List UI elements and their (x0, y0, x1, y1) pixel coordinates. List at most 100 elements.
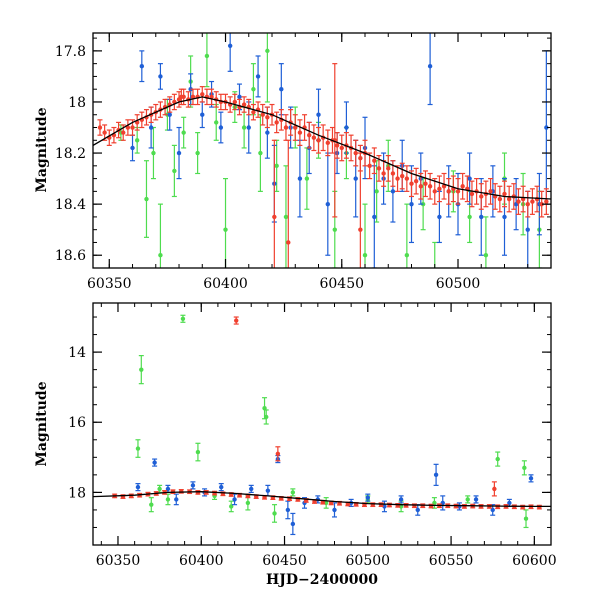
green-data-point (135, 439, 141, 458)
red-data-point (125, 119, 131, 136)
x-tick-label: 60450 (319, 276, 364, 292)
red-data-point (236, 98, 242, 116)
green-data-point (465, 495, 471, 504)
red-data-point (199, 86, 205, 103)
red-data-point (409, 170, 415, 198)
top-y-axis-title: Magnitude (34, 107, 50, 192)
red-data-point (233, 316, 239, 325)
red-data-point (334, 132, 340, 159)
bottom-panel-axes: 60350 60400 60450 60500 60550 60600 14 16 18 (68, 302, 557, 569)
green-data-point (290, 488, 296, 497)
green-data-point (195, 442, 201, 462)
top-panel: 60350 60400 60450 60500 17.8 18 18.2 18.4 18.6 (55, 32, 552, 292)
x-tick-label: 60400 (203, 276, 248, 292)
red-data-point (455, 177, 461, 205)
red-data-point (395, 503, 401, 508)
x-tick-label: 60350 (96, 553, 141, 569)
green-data-point (148, 497, 154, 513)
blue-data-point (130, 134, 136, 162)
blue-data-point (290, 512, 296, 536)
red-data-point (506, 185, 512, 213)
blue-data-point (152, 458, 158, 467)
red-data-point (525, 190, 531, 218)
y-tick-label: 18.6 (55, 248, 86, 264)
blue-data-point (473, 495, 479, 504)
top-panel-axes: 60350 60400 60450 60500 17.8 18 18.2 18.4 18.6 (55, 32, 552, 292)
blue-data-point (135, 483, 141, 492)
plot-frame (92, 32, 552, 269)
green-data-point (204, 33, 210, 88)
blue-data-point (218, 111, 224, 144)
red-data-point (167, 96, 173, 113)
green-data-point (283, 165, 289, 268)
red-data-point (436, 175, 442, 203)
red-data-point (367, 152, 373, 180)
red-data-point (195, 88, 201, 106)
red-data-point (325, 129, 331, 157)
green-data-point (150, 126, 156, 180)
bottom-panel-marks (93, 314, 551, 536)
green-data-point (523, 509, 529, 529)
blue-data-point (381, 500, 387, 513)
blue-data-point (433, 463, 439, 486)
red-data-point (460, 172, 466, 200)
y-tick-label: 14 (68, 345, 86, 361)
red-data-point (306, 121, 312, 149)
x-tick-label: 60500 (346, 553, 391, 569)
green-data-point (264, 33, 270, 103)
red-data-point (543, 188, 549, 215)
red-data-point (520, 504, 526, 510)
red-data-point (285, 139, 291, 268)
green-data-point (195, 132, 201, 175)
red-data-point (536, 504, 542, 510)
blue-data-point (398, 495, 404, 504)
red-data-point (385, 155, 391, 182)
red-data-point (413, 167, 419, 195)
plot-frame (92, 302, 552, 546)
red-data-point (297, 119, 303, 146)
red-data-point (441, 172, 447, 200)
blue-data-point (227, 33, 233, 72)
blue-data-point (278, 63, 284, 116)
red-data-point (491, 481, 497, 497)
blue-data-point (285, 500, 291, 520)
blue-data-point (440, 495, 446, 511)
blue-data-point (427, 33, 433, 106)
red-data-point (404, 165, 410, 192)
green-data-point (228, 500, 234, 513)
red-data-point (241, 96, 247, 113)
blue-data-point (199, 101, 205, 129)
red-data-point (111, 126, 117, 144)
y-tick-label: 18.2 (55, 146, 86, 162)
green-data-point (323, 497, 329, 509)
red-data-point (339, 134, 345, 162)
red-data-point (422, 170, 428, 198)
red-data-point (209, 88, 215, 106)
y-tick-label: 18 (68, 485, 86, 501)
blue-data-point (365, 493, 371, 502)
red-data-point (461, 504, 467, 509)
fit-curve-line (93, 491, 551, 508)
red-data-point (399, 162, 405, 190)
blue-data-point (331, 502, 337, 518)
red-data-point (264, 106, 270, 129)
green-data-point (213, 103, 219, 141)
green-data-point (263, 409, 269, 425)
green-data-point (304, 147, 310, 210)
blue-data-point (190, 481, 196, 490)
green-data-point (272, 504, 278, 523)
red-data-point (411, 503, 417, 509)
green-data-point (274, 139, 280, 192)
red-data-point (427, 172, 433, 200)
y-tick-label: 18 (68, 95, 86, 111)
green-data-point (181, 116, 187, 149)
blue-data-point (297, 139, 303, 218)
x-tick-label: 60550 (429, 553, 474, 569)
green-data-point (134, 126, 140, 154)
red-data-point (515, 188, 521, 215)
green-data-point (362, 203, 368, 268)
green-data-point (138, 355, 144, 385)
red-data-point (97, 119, 103, 136)
red-data-point (232, 93, 238, 111)
